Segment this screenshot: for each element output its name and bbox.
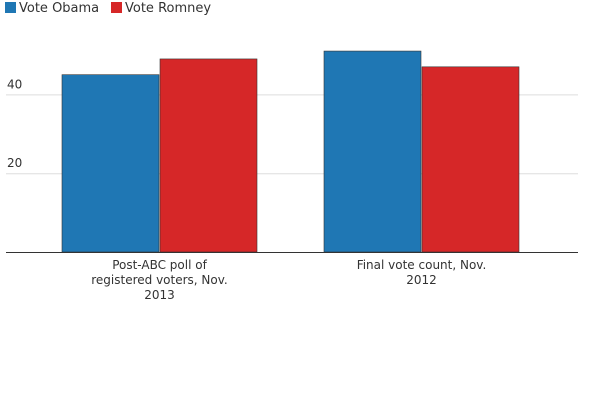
bar-vote-romney-0 — [159, 58, 258, 253]
legend: Vote Obama Vote Romney — [5, 1, 211, 16]
x-category-label-1: Final vote count, Nov. 2012 — [357, 258, 487, 287]
bar-vote-obama-0 — [61, 74, 160, 253]
bar-vote-romney-1 — [421, 66, 520, 253]
x-axis-categories: Post-ABC poll of registered voters, Nov. 2… — [91, 258, 486, 302]
legend-swatch-0 — [5, 2, 16, 13]
bars — [61, 50, 520, 253]
legend-label-0: Vote Obama — [19, 1, 99, 16]
legend-swatch-1 — [111, 2, 122, 13]
x-category-label-0: Post-ABC poll of registered voters, Nov. 2… — [91, 258, 227, 302]
y-tick-label-40: 40 — [7, 77, 22, 91]
y-tick-label-20: 20 — [7, 156, 22, 170]
bar-vote-obama-1 — [323, 50, 422, 253]
legend-label-1: Vote Romney — [125, 1, 211, 16]
